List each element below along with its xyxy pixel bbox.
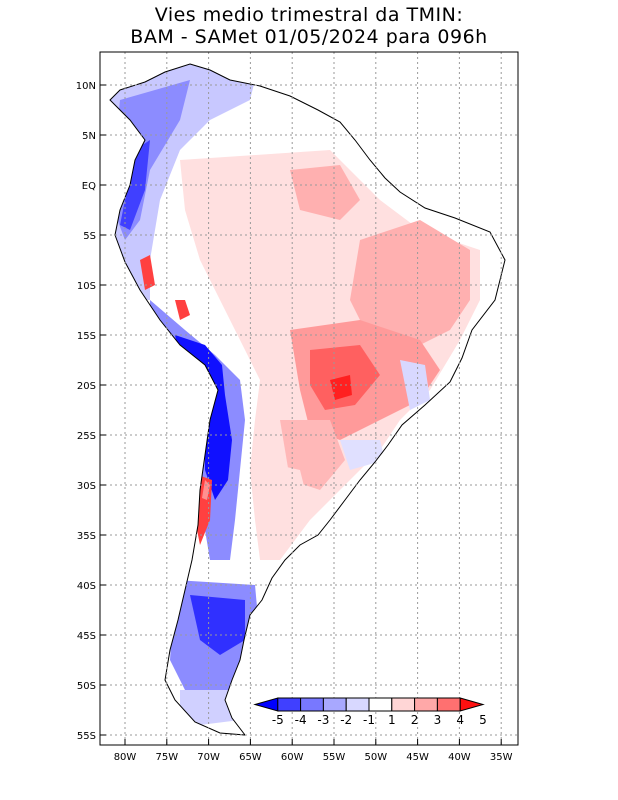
colorbar-label: 3	[434, 713, 442, 727]
colorbar-swatch	[322, 697, 347, 712]
lon-label-55w: 55W	[323, 752, 346, 763]
grid-lines	[100, 52, 518, 745]
latitude-labels: 10N 5N EQ 5S 10S 15S 20S 25S 30S 35S 40S 45S 50S 55S	[76, 81, 106, 742]
lat-label-45s: 45S	[77, 631, 96, 642]
colorbar-swatch	[300, 697, 324, 712]
lon-label-40w: 40W	[448, 752, 471, 763]
colorbar-label: -1	[363, 713, 375, 727]
lon-label-70w: 70W	[197, 752, 220, 763]
lon-label-50w: 50W	[364, 752, 387, 763]
colorbar: -5 -4 -3 -2 -1 1 2 3 4 5	[253, 697, 487, 727]
bias-shading	[110, 64, 480, 725]
lat-label-eq: EQ	[82, 181, 96, 192]
lat-label-15s: 15S	[77, 331, 96, 342]
lon-label-60w: 60W	[281, 752, 304, 763]
colorbar-label: 4	[456, 713, 464, 727]
colorbar-label: -4	[295, 713, 307, 727]
lat-label-40s: 40S	[77, 581, 96, 592]
lat-label-10s: 10S	[77, 281, 96, 292]
colorbar-swatch	[436, 697, 461, 712]
colorbar-label: 1	[388, 713, 396, 727]
lat-label-25s: 25S	[77, 431, 96, 442]
colorbar-label: -3	[317, 713, 329, 727]
colorbar-swatch	[345, 697, 370, 712]
lat-label-35s: 35S	[77, 531, 96, 542]
lat-label-5s: 5S	[83, 231, 96, 242]
lat-label-55s: 55S	[77, 731, 96, 742]
colorbar-swatch	[368, 697, 393, 712]
colorbar-label: 5	[479, 713, 487, 727]
lon-label-75w: 75W	[155, 752, 178, 763]
map-frame	[99, 51, 519, 746]
lon-label-65w: 65W	[239, 752, 262, 763]
lat-label-30s: 30S	[77, 481, 96, 492]
colorbar-right-arrow	[459, 697, 485, 712]
colorbar-label: 2	[411, 713, 419, 727]
colorbar-label: -5	[272, 713, 284, 727]
lat-label-20s: 20S	[77, 381, 96, 392]
lat-label-10n: 10N	[76, 81, 96, 92]
colorbar-left-arrow	[253, 697, 279, 712]
lon-label-80w: 80W	[114, 752, 137, 763]
lon-label-45w: 45W	[406, 752, 429, 763]
colorbar-swatch	[277, 697, 302, 712]
lon-label-35w: 35W	[490, 752, 513, 763]
map-title-line1: Vies medio trimestral da TMIN:	[154, 4, 464, 26]
colorbar-swatch	[391, 697, 416, 712]
map-title-line2: BAM - SAMet 01/05/2024 para 096h	[130, 26, 488, 48]
lat-label-5n: 5N	[82, 131, 96, 142]
colorbar-label: -2	[340, 713, 352, 727]
lat-label-50s: 50S	[77, 681, 96, 692]
colorbar-swatch	[414, 697, 438, 712]
longitude-labels: 80W 75W 70W 65W 60W 55W 50W 45W 40W 35W	[114, 739, 513, 763]
